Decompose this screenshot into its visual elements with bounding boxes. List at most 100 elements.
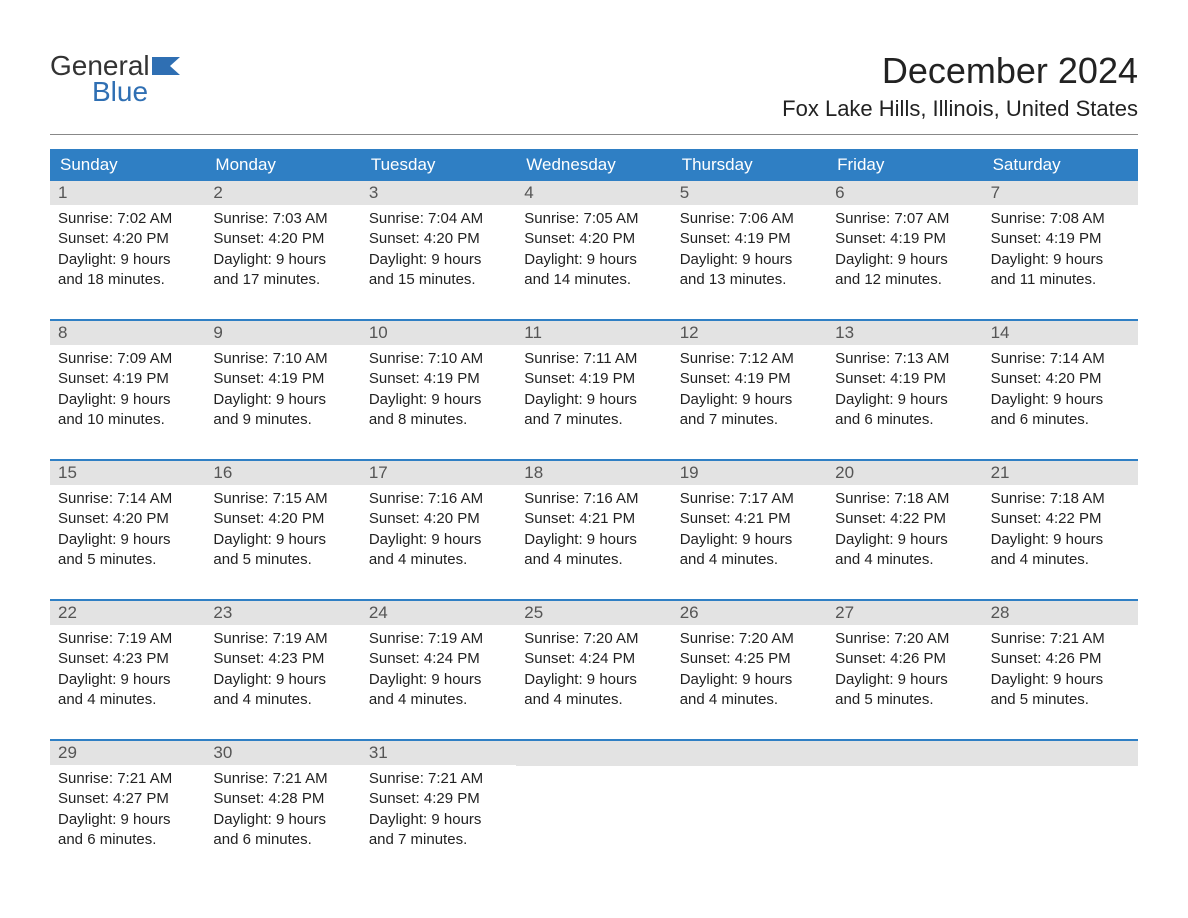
- day-cell: 1Sunrise: 7:02 AMSunset: 4:20 PMDaylight…: [50, 181, 205, 301]
- day-number: 27: [827, 601, 982, 625]
- day-content: Sunrise: 7:10 AMSunset: 4:19 PMDaylight:…: [205, 345, 360, 434]
- daylight-line-1: Daylight: 9 hours: [58, 530, 197, 550]
- sunrise-text: Sunrise: 7:18 AM: [991, 489, 1130, 509]
- daylight-line-2: and 5 minutes.: [58, 550, 197, 570]
- day-cell: 9Sunrise: 7:10 AMSunset: 4:19 PMDaylight…: [205, 321, 360, 441]
- daylight-line-1: Daylight: 9 hours: [524, 670, 663, 690]
- daylight-line-1: Daylight: 9 hours: [213, 810, 352, 830]
- sunrise-text: Sunrise: 7:21 AM: [58, 769, 197, 789]
- sunrise-text: Sunrise: 7:20 AM: [524, 629, 663, 649]
- daylight-line-2: and 7 minutes.: [369, 830, 508, 850]
- daylight-line-1: Daylight: 9 hours: [369, 250, 508, 270]
- day-number: 3: [361, 181, 516, 205]
- day-content: Sunrise: 7:20 AMSunset: 4:26 PMDaylight:…: [827, 625, 982, 714]
- day-cell: 28Sunrise: 7:21 AMSunset: 4:26 PMDayligh…: [983, 601, 1138, 721]
- day-number: 23: [205, 601, 360, 625]
- sunset-text: Sunset: 4:19 PM: [991, 229, 1130, 249]
- day-cell: 2Sunrise: 7:03 AMSunset: 4:20 PMDaylight…: [205, 181, 360, 301]
- sunrise-text: Sunrise: 7:12 AM: [680, 349, 819, 369]
- daylight-line-1: Daylight: 9 hours: [835, 670, 974, 690]
- sunrise-text: Sunrise: 7:14 AM: [58, 489, 197, 509]
- sunset-text: Sunset: 4:19 PM: [58, 369, 197, 389]
- day-header-tuesday: Tuesday: [361, 149, 516, 181]
- day-cell: 23Sunrise: 7:19 AMSunset: 4:23 PMDayligh…: [205, 601, 360, 721]
- day-cell: 12Sunrise: 7:12 AMSunset: 4:19 PMDayligh…: [672, 321, 827, 441]
- day-number: 17: [361, 461, 516, 485]
- sunset-text: Sunset: 4:26 PM: [991, 649, 1130, 669]
- daylight-line-2: and 17 minutes.: [213, 270, 352, 290]
- daylight-line-2: and 5 minutes.: [835, 690, 974, 710]
- daylight-line-2: and 6 minutes.: [58, 830, 197, 850]
- day-number: 2: [205, 181, 360, 205]
- sunrise-text: Sunrise: 7:17 AM: [680, 489, 819, 509]
- empty-day-number: [983, 741, 1138, 766]
- daylight-line-1: Daylight: 9 hours: [524, 390, 663, 410]
- sunset-text: Sunset: 4:19 PM: [835, 229, 974, 249]
- day-number: 31: [361, 741, 516, 765]
- day-headers-row: Sunday Monday Tuesday Wednesday Thursday…: [50, 149, 1138, 181]
- daylight-line-1: Daylight: 9 hours: [991, 670, 1130, 690]
- day-content: Sunrise: 7:02 AMSunset: 4:20 PMDaylight:…: [50, 205, 205, 294]
- calendar: Sunday Monday Tuesday Wednesday Thursday…: [50, 149, 1138, 861]
- day-number: 5: [672, 181, 827, 205]
- sunset-text: Sunset: 4:20 PM: [369, 229, 508, 249]
- sunset-text: Sunset: 4:28 PM: [213, 789, 352, 809]
- day-number: 13: [827, 321, 982, 345]
- day-number: 8: [50, 321, 205, 345]
- day-cell: 15Sunrise: 7:14 AMSunset: 4:20 PMDayligh…: [50, 461, 205, 581]
- day-number: 7: [983, 181, 1138, 205]
- sunset-text: Sunset: 4:23 PM: [213, 649, 352, 669]
- day-number: 6: [827, 181, 982, 205]
- daylight-line-2: and 4 minutes.: [524, 550, 663, 570]
- day-cell: 18Sunrise: 7:16 AMSunset: 4:21 PMDayligh…: [516, 461, 671, 581]
- day-number: 26: [672, 601, 827, 625]
- day-cell: [983, 741, 1138, 861]
- day-cell: 24Sunrise: 7:19 AMSunset: 4:24 PMDayligh…: [361, 601, 516, 721]
- day-header-saturday: Saturday: [983, 149, 1138, 181]
- sunset-text: Sunset: 4:29 PM: [369, 789, 508, 809]
- logo-text-blue: Blue: [92, 76, 148, 108]
- day-content: Sunrise: 7:21 AMSunset: 4:29 PMDaylight:…: [361, 765, 516, 854]
- day-content: Sunrise: 7:10 AMSunset: 4:19 PMDaylight:…: [361, 345, 516, 434]
- day-cell: 21Sunrise: 7:18 AMSunset: 4:22 PMDayligh…: [983, 461, 1138, 581]
- day-cell: 3Sunrise: 7:04 AMSunset: 4:20 PMDaylight…: [361, 181, 516, 301]
- daylight-line-2: and 5 minutes.: [213, 550, 352, 570]
- empty-day-number: [516, 741, 671, 766]
- day-header-monday: Monday: [205, 149, 360, 181]
- sunset-text: Sunset: 4:19 PM: [369, 369, 508, 389]
- day-cell: 6Sunrise: 7:07 AMSunset: 4:19 PMDaylight…: [827, 181, 982, 301]
- day-cell: [516, 741, 671, 861]
- day-content: Sunrise: 7:11 AMSunset: 4:19 PMDaylight:…: [516, 345, 671, 434]
- day-content: Sunrise: 7:09 AMSunset: 4:19 PMDaylight:…: [50, 345, 205, 434]
- day-header-sunday: Sunday: [50, 149, 205, 181]
- day-cell: 8Sunrise: 7:09 AMSunset: 4:19 PMDaylight…: [50, 321, 205, 441]
- daylight-line-1: Daylight: 9 hours: [991, 390, 1130, 410]
- day-header-thursday: Thursday: [672, 149, 827, 181]
- sunset-text: Sunset: 4:26 PM: [835, 649, 974, 669]
- day-content: Sunrise: 7:12 AMSunset: 4:19 PMDaylight:…: [672, 345, 827, 434]
- month-title: December 2024: [782, 50, 1138, 92]
- location-text: Fox Lake Hills, Illinois, United States: [782, 96, 1138, 122]
- week-row: 1Sunrise: 7:02 AMSunset: 4:20 PMDaylight…: [50, 181, 1138, 301]
- sunrise-text: Sunrise: 7:19 AM: [369, 629, 508, 649]
- daylight-line-1: Daylight: 9 hours: [58, 250, 197, 270]
- daylight-line-2: and 4 minutes.: [991, 550, 1130, 570]
- day-content: Sunrise: 7:19 AMSunset: 4:23 PMDaylight:…: [205, 625, 360, 714]
- day-content: Sunrise: 7:16 AMSunset: 4:20 PMDaylight:…: [361, 485, 516, 574]
- sunrise-text: Sunrise: 7:14 AM: [991, 349, 1130, 369]
- day-number: 14: [983, 321, 1138, 345]
- day-cell: 7Sunrise: 7:08 AMSunset: 4:19 PMDaylight…: [983, 181, 1138, 301]
- sunrise-text: Sunrise: 7:20 AM: [680, 629, 819, 649]
- daylight-line-2: and 4 minutes.: [58, 690, 197, 710]
- daylight-line-1: Daylight: 9 hours: [680, 250, 819, 270]
- sunrise-text: Sunrise: 7:21 AM: [369, 769, 508, 789]
- daylight-line-1: Daylight: 9 hours: [213, 250, 352, 270]
- day-cell: 26Sunrise: 7:20 AMSunset: 4:25 PMDayligh…: [672, 601, 827, 721]
- sunset-text: Sunset: 4:20 PM: [213, 509, 352, 529]
- day-number: 20: [827, 461, 982, 485]
- day-cell: 29Sunrise: 7:21 AMSunset: 4:27 PMDayligh…: [50, 741, 205, 861]
- daylight-line-2: and 6 minutes.: [213, 830, 352, 850]
- week-row: 22Sunrise: 7:19 AMSunset: 4:23 PMDayligh…: [50, 599, 1138, 721]
- week-row: 15Sunrise: 7:14 AMSunset: 4:20 PMDayligh…: [50, 459, 1138, 581]
- day-number: 24: [361, 601, 516, 625]
